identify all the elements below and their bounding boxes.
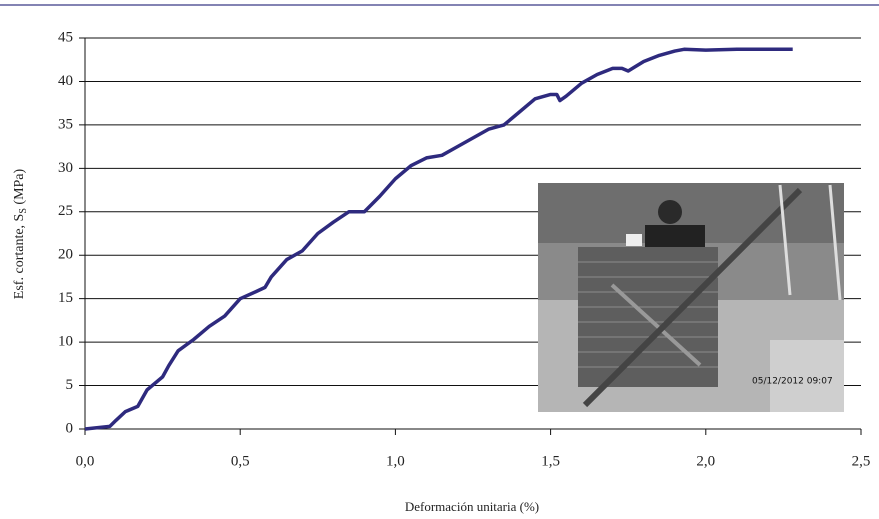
photo-person-body <box>645 225 705 247</box>
photo-ladder <box>778 184 792 296</box>
x-tick-label: 1,5 <box>541 453 560 469</box>
y-tick-label: 45 <box>58 29 73 45</box>
y-tick-label: 10 <box>58 334 73 350</box>
plot-area: 0 5 10 15 20 25 30 35 40 45 0,0 0,5 1,0 1,5 2,0 2,5 <box>58 29 870 469</box>
photo-person-head <box>658 200 682 224</box>
photo-ladder-rail <box>828 184 842 301</box>
y-tick-label: 15 <box>58 290 73 306</box>
y-tick-label: 20 <box>58 247 73 263</box>
x-tick-label: 2,0 <box>696 453 715 469</box>
y-tick-label: 35 <box>58 116 73 132</box>
x-axis-label: Deformación unitaria (%) <box>405 499 539 514</box>
x-tick-label: 0,0 <box>76 453 95 469</box>
x-tick-label: 1,0 <box>386 453 405 469</box>
y-tick-label: 40 <box>58 73 73 89</box>
photo-drum <box>770 340 844 412</box>
data-line <box>84 47 793 431</box>
photo-strut <box>582 187 803 408</box>
y-label-text: Esf. cortante, S <box>12 214 27 300</box>
y-tick-label: 25 <box>58 203 73 219</box>
inset-photo: 05/12/2012 09:07 <box>538 183 844 412</box>
photo-brace <box>610 283 702 367</box>
x-tick-label: 2,5 <box>852 453 871 469</box>
y-tick-label: 5 <box>66 377 74 393</box>
y-label-unit: (MPa) <box>12 168 27 208</box>
y-tick-label: 0 <box>66 420 74 436</box>
photo-sign <box>626 234 642 246</box>
y-tick-label: 30 <box>58 160 73 176</box>
photo-brick-lines <box>578 261 718 368</box>
y-label-subscript: S <box>18 208 29 214</box>
photo-timestamp: 05/12/2012 09:07 <box>752 377 833 387</box>
x-tick-label: 0,5 <box>231 453 250 469</box>
y-axis-label: Esf. cortante, SS (MPa) <box>12 168 29 299</box>
